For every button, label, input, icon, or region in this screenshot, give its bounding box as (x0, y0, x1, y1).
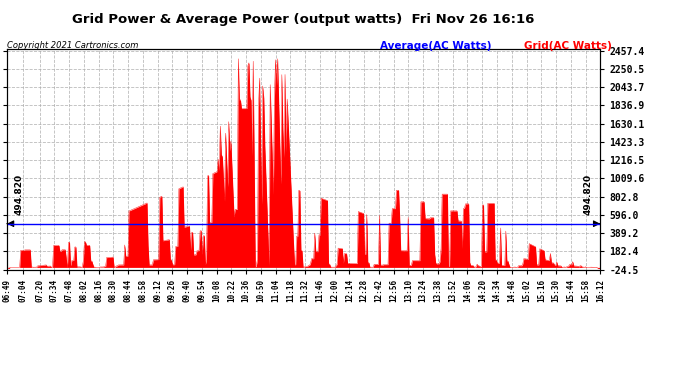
Text: Grid Power & Average Power (output watts)  Fri Nov 26 16:16: Grid Power & Average Power (output watts… (72, 13, 535, 26)
Text: 494.820: 494.820 (583, 174, 592, 215)
Text: Grid(AC Watts): Grid(AC Watts) (524, 41, 612, 51)
Text: 494.820: 494.820 (15, 174, 24, 215)
Text: Copyright 2021 Cartronics.com: Copyright 2021 Cartronics.com (7, 41, 138, 50)
Text: Average(AC Watts): Average(AC Watts) (380, 41, 491, 51)
